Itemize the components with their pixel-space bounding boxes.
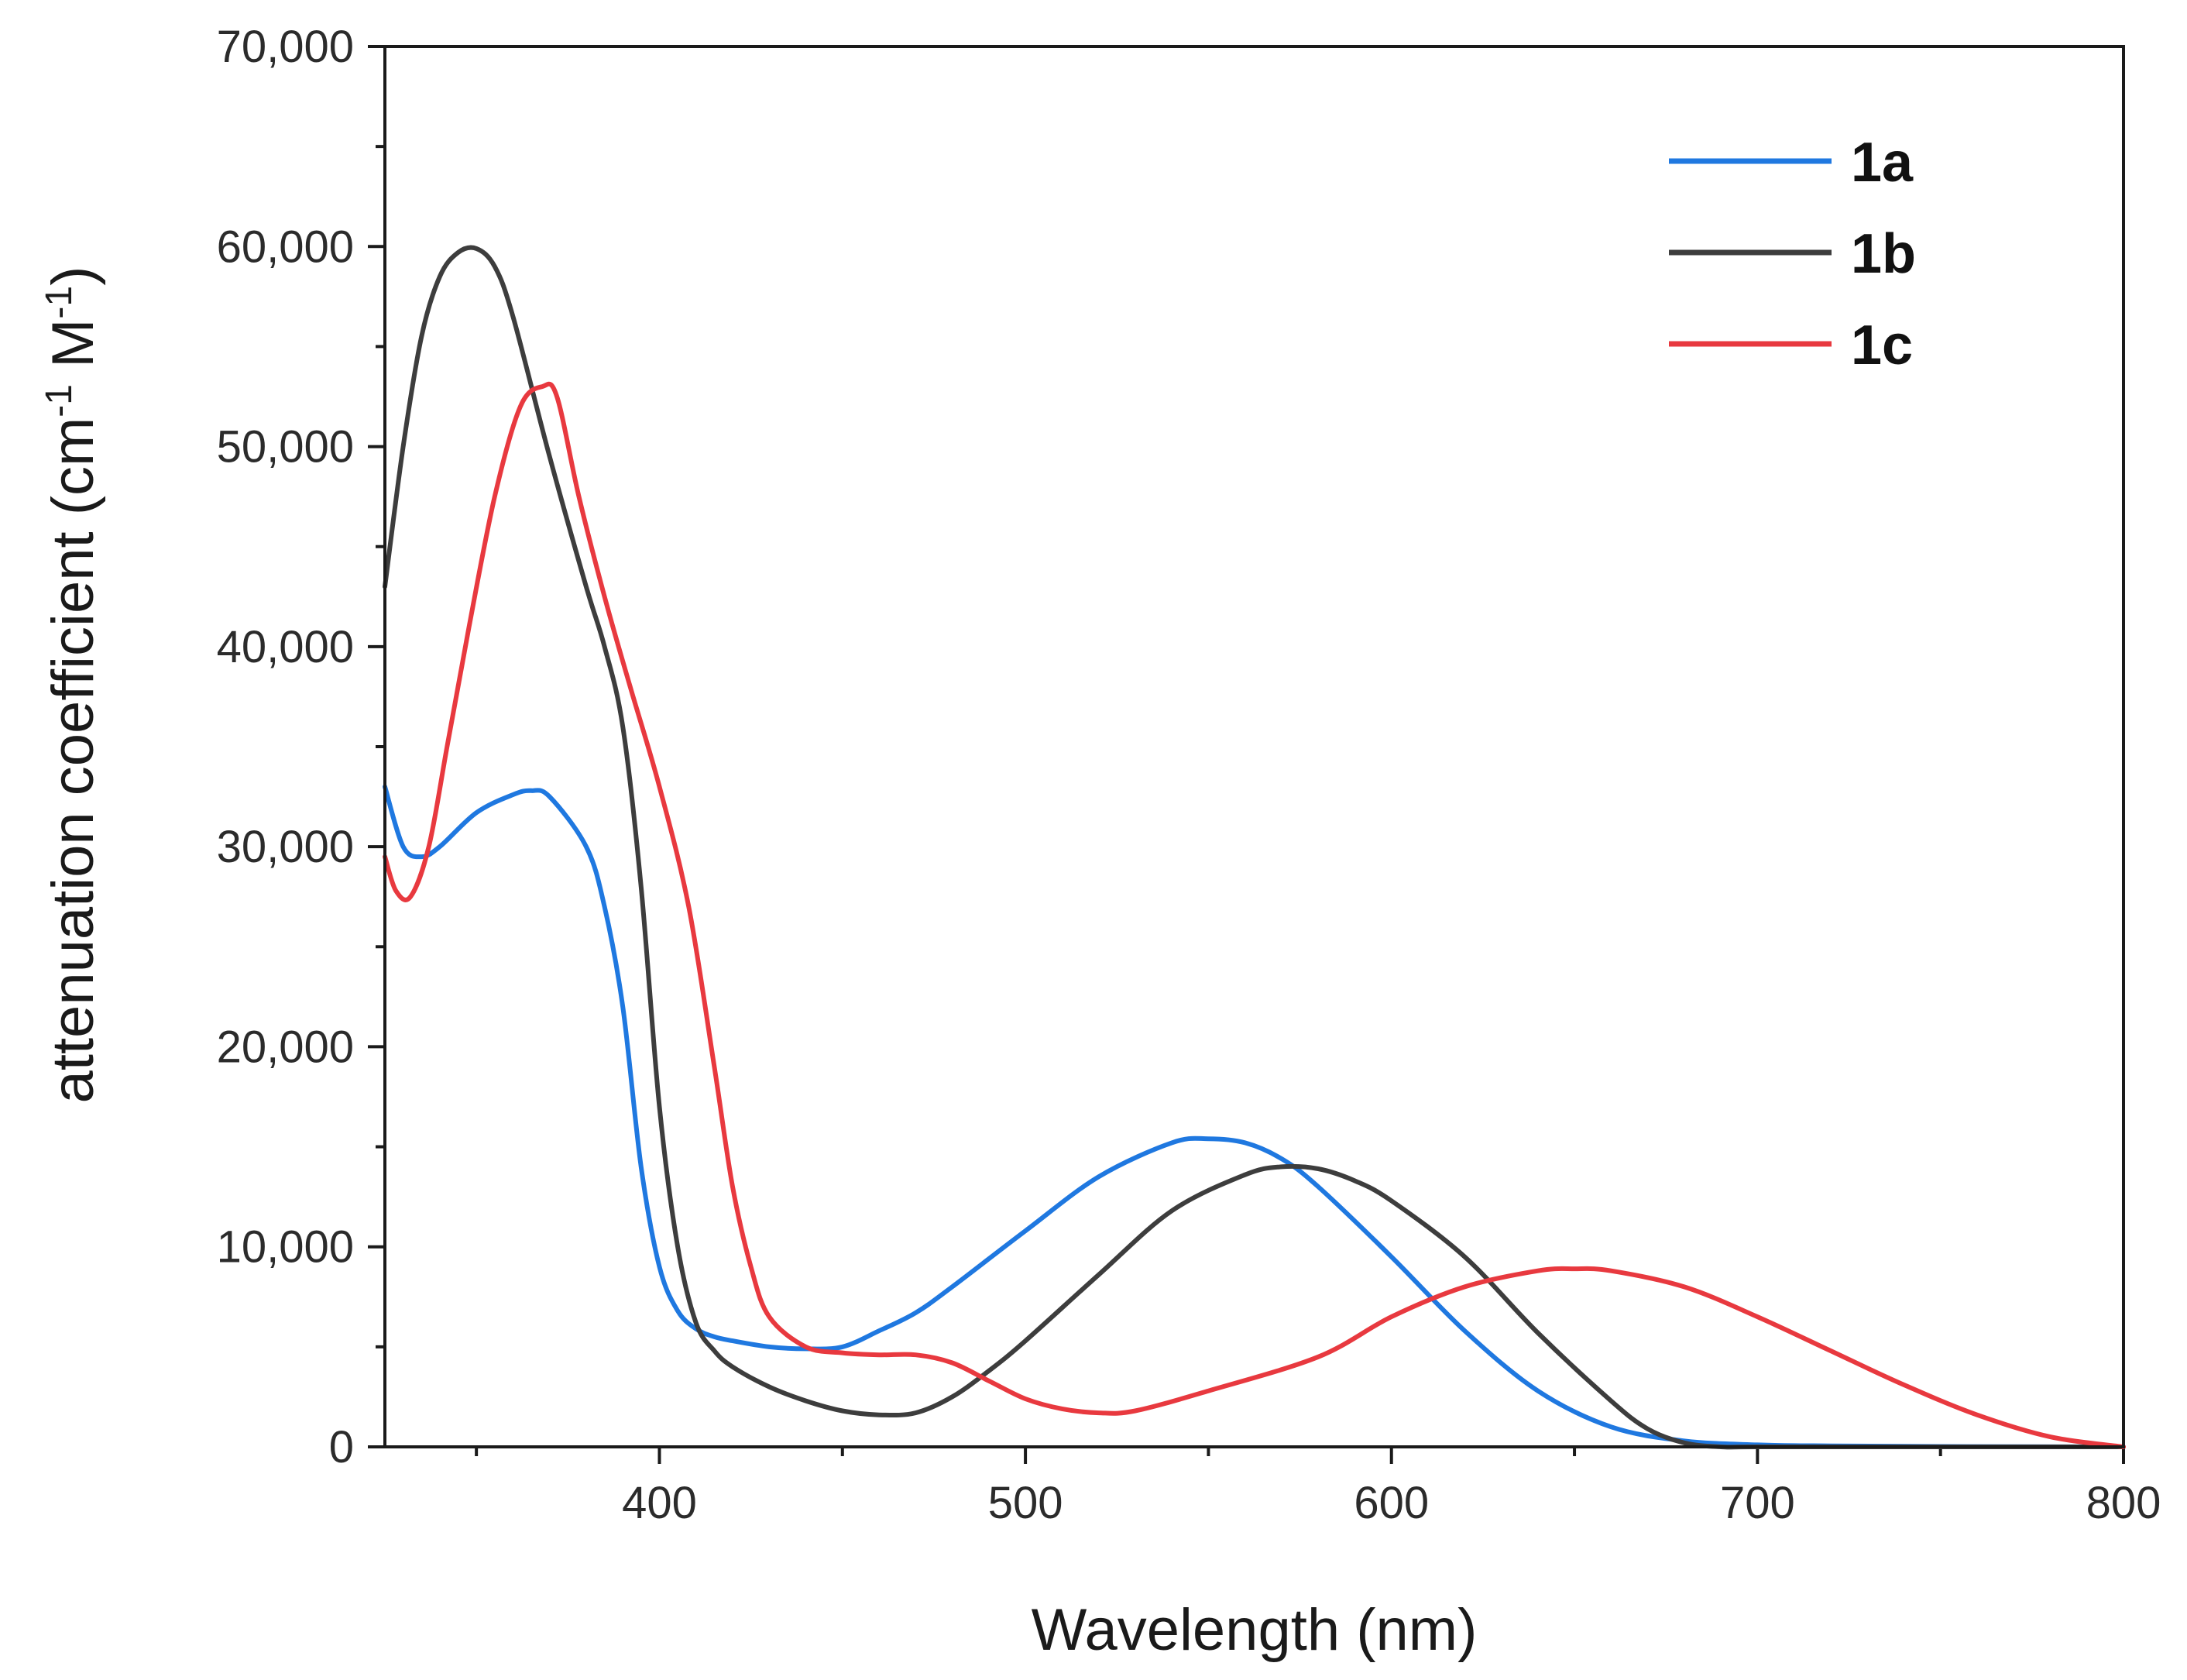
y-axis-title-mid: M bbox=[40, 319, 106, 384]
legend-label-1c: 1c bbox=[1851, 314, 1913, 376]
legend: 1a 1b 1c bbox=[1669, 132, 1916, 376]
y-tick-label: 0 bbox=[329, 1422, 354, 1472]
series-line-1b bbox=[383, 245, 2126, 1450]
y-axis-title-end: ) bbox=[40, 266, 106, 286]
x-tick-label: 600 bbox=[1354, 1478, 1429, 1528]
y-axis-ticks: 0 10,000 20,000 30,000 40,000 50,000 60,000 70,… bbox=[217, 22, 385, 1472]
series-line-1a bbox=[383, 784, 2126, 1449]
y-axis-title-sup2: -1 bbox=[39, 286, 80, 319]
plot-frame bbox=[383, 45, 2125, 1448]
y-tick-label: 50,000 bbox=[217, 422, 354, 472]
x-tick-label: 700 bbox=[1720, 1478, 1795, 1528]
y-tick-label: 30,000 bbox=[217, 822, 354, 872]
y-axis-title: attenuation coefficient (cm-1 M-1) bbox=[39, 266, 106, 1104]
series-line-1c bbox=[383, 381, 2126, 1449]
y-tick-label: 40,000 bbox=[217, 622, 354, 672]
x-tick-label: 500 bbox=[988, 1478, 1063, 1528]
y-axis-title-main: attenuation coefficient (cm bbox=[40, 417, 106, 1104]
x-axis-title: Wavelength (nm) bbox=[1032, 1597, 1478, 1663]
x-axis-ticks: 400 500 600 700 800 bbox=[475, 1447, 2161, 1528]
x-tick-label: 800 bbox=[2086, 1478, 2161, 1528]
y-tick-label: 60,000 bbox=[217, 222, 354, 272]
y-tick-label: 10,000 bbox=[217, 1222, 354, 1273]
series-lines bbox=[383, 245, 2126, 1450]
y-axis-title-sup1: -1 bbox=[39, 384, 80, 417]
y-tick-label: 70,000 bbox=[217, 22, 354, 72]
legend-label-1a: 1a bbox=[1851, 132, 1914, 194]
y-tick-label: 20,000 bbox=[217, 1022, 354, 1072]
legend-label-1b: 1b bbox=[1851, 223, 1916, 285]
x-tick-label: 400 bbox=[622, 1478, 697, 1528]
